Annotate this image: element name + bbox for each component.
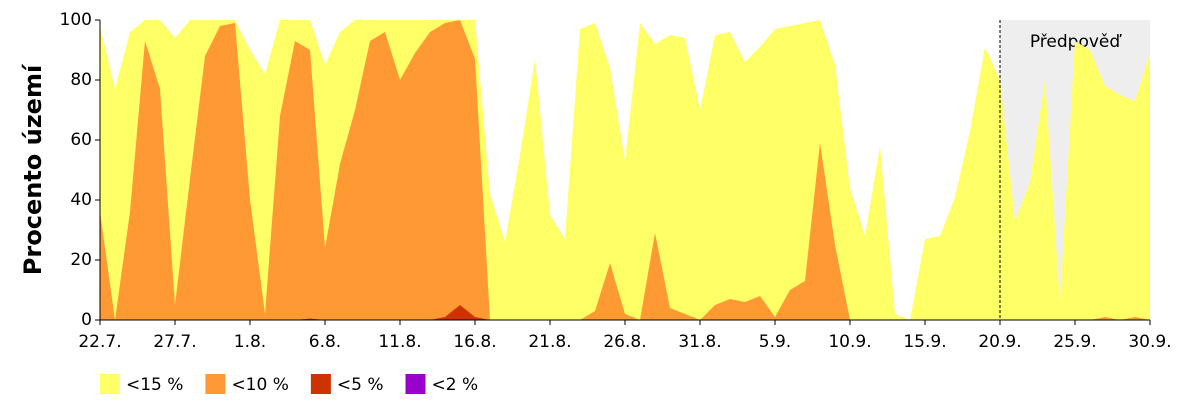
x-tick-label: 5.9. [759, 332, 791, 352]
legend-swatch [405, 374, 426, 394]
y-axis-label: Procento území [19, 63, 47, 275]
x-tick-label: 11.8. [378, 332, 421, 352]
legend-label: <10 % [231, 375, 288, 395]
y-tick-label: 60 [70, 130, 92, 150]
x-tick-label: 25.9. [1053, 332, 1096, 352]
x-tick-label: 10.9. [828, 332, 871, 352]
y-tick-label: 80 [70, 70, 92, 90]
y-tick-label: 0 [81, 310, 92, 330]
x-tick-label: 26.8. [603, 332, 646, 352]
legend-label: <5 % [337, 375, 384, 395]
x-tick-label: 15.9. [903, 332, 946, 352]
y-tick-label: 40 [70, 190, 92, 210]
legend-swatch [100, 374, 120, 394]
x-tick-label: 30.9. [1128, 332, 1171, 352]
legend-label: <2 % [432, 375, 479, 395]
x-tick-label: 20.9. [978, 332, 1021, 352]
x-tick-label: 27.7. [153, 332, 196, 352]
x-tick-label: 22.7. [78, 332, 121, 352]
y-tick-label: 100 [60, 10, 92, 30]
legend-label: <15 % [126, 375, 183, 395]
area [100, 20, 1150, 320]
x-tick-label: 31.8. [678, 332, 721, 352]
x-tick-label: 1.8. [234, 332, 266, 352]
y-tick-label: 20 [70, 250, 92, 270]
x-tick-label: 6.8. [309, 332, 341, 352]
x-tick-label: 21.8. [528, 332, 571, 352]
legend-swatch [310, 374, 331, 394]
x-tick-label: 16.8. [453, 332, 496, 352]
legend-swatch [205, 374, 226, 394]
